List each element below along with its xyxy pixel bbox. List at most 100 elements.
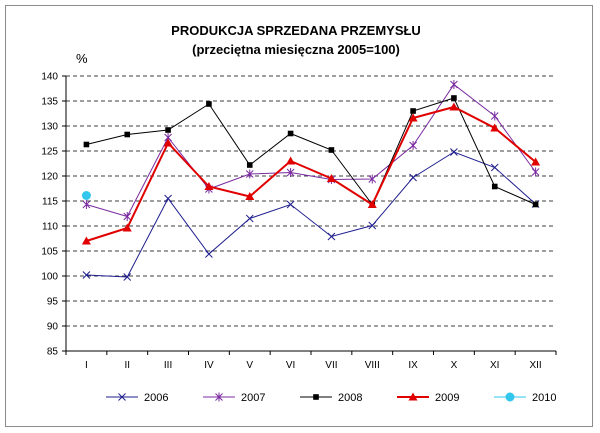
legend-item-2006: 2006	[106, 392, 168, 404]
y-tick-label: 100	[41, 272, 58, 283]
data-point	[450, 80, 458, 89]
data-point	[410, 108, 416, 114]
data-point	[245, 214, 254, 223]
y-tick-label: 105	[41, 247, 58, 258]
y-tick-label: 125	[41, 147, 58, 158]
x-tick-label: XI	[490, 360, 499, 371]
data-point	[408, 113, 418, 122]
data-point	[449, 102, 459, 111]
series-line	[86, 105, 537, 242]
x-tick-label: V	[246, 360, 253, 371]
data-point	[368, 221, 377, 230]
data-point	[82, 200, 91, 209]
y-axis-label: %	[76, 51, 88, 66]
legend-item-2007: 2007	[203, 392, 265, 404]
data-point	[490, 123, 500, 132]
series-2008	[83, 95, 539, 208]
line-chart: PRODUKCJA SPRZEDANA PRZEMYSŁU (przeciętn…	[41, 23, 557, 404]
series-2006	[82, 148, 540, 281]
chart-subtitle: (przeciętna miesięczna 2005=100)	[192, 42, 400, 57]
legend-label: 2010	[532, 392, 556, 404]
y-tick-label: 135	[41, 97, 58, 108]
data-point	[122, 223, 132, 232]
data-point	[532, 201, 539, 208]
data-point	[163, 138, 173, 147]
chart-frame: PRODUKCJA SPRZEDANA PRZEMYSŁU (przeciętn…	[5, 5, 593, 427]
series-line	[86, 83, 536, 218]
data-point	[286, 168, 295, 177]
data-point	[81, 236, 91, 245]
data-point	[409, 173, 417, 182]
x-tick-label: VI	[286, 360, 295, 371]
data-point	[327, 232, 336, 241]
x-tick-label: VII	[325, 360, 337, 371]
x-tick-label: XII	[529, 360, 541, 371]
data-point	[124, 131, 131, 138]
data-point	[123, 212, 132, 221]
legend-label: 2006	[144, 392, 168, 404]
y-tick-label: 110	[42, 222, 58, 233]
data-point	[531, 157, 541, 166]
data-point	[531, 167, 540, 177]
data-point	[206, 101, 212, 107]
data-point	[409, 141, 417, 150]
data-point	[287, 130, 294, 137]
data-point	[123, 273, 132, 281]
y-tick-label: 90	[47, 322, 59, 333]
x-tick-label: X	[451, 360, 458, 371]
x-tick-label: III	[164, 360, 172, 371]
series-line	[86, 97, 536, 206]
data-point	[245, 169, 254, 179]
x-tick-labels: I II III IV V VI VII VIII IX X XI XII	[85, 360, 542, 371]
y-tick-label: 95	[47, 297, 59, 308]
data-point	[81, 191, 91, 200]
data-point	[368, 174, 377, 184]
data-point	[286, 156, 296, 165]
data-point	[286, 200, 295, 209]
data-point	[164, 194, 172, 203]
data-point	[450, 148, 458, 156]
data-point	[491, 183, 498, 190]
axes	[62, 75, 557, 355]
data-point	[490, 163, 499, 172]
y-tick-labels: 85 90 95 100 105 110 115 120 125 130 135 140	[41, 72, 58, 358]
data-point	[326, 174, 336, 182]
data-point	[313, 394, 319, 400]
series-2007	[82, 80, 540, 221]
legend-label: 2008	[338, 392, 362, 404]
data-point	[505, 392, 515, 402]
x-tick-label: VIII	[365, 360, 380, 371]
data-point	[328, 147, 335, 153]
legend-label: 2007	[241, 392, 265, 404]
series-lines	[81, 80, 541, 281]
data-point	[204, 182, 214, 190]
x-tick-label: IX	[408, 360, 418, 371]
y-tick-label: 120	[41, 172, 58, 183]
y-tick-label: 85	[47, 347, 59, 358]
series-2009	[81, 102, 541, 245]
data-point	[408, 392, 418, 401]
y-tick-label: 130	[41, 122, 58, 133]
data-point	[490, 111, 499, 121]
data-point	[367, 200, 377, 208]
data-point	[205, 250, 213, 258]
legend-item-2008: 2008	[300, 392, 362, 404]
legend-label: 2009	[435, 392, 459, 404]
data-point	[165, 127, 171, 133]
data-point	[215, 392, 223, 402]
data-point	[245, 192, 255, 200]
data-point	[451, 95, 457, 101]
x-tick-label: II	[124, 360, 130, 371]
data-point	[118, 393, 126, 401]
series-2010	[81, 191, 91, 200]
legend: 2006 2007 2008 2009 2010	[106, 392, 556, 404]
legend-item-2009: 2009	[397, 392, 459, 404]
x-tick-label: I	[85, 360, 88, 371]
x-tick-label: IV	[204, 360, 214, 371]
y-tick-label: 140	[41, 72, 58, 83]
y-tick-label: 115	[42, 197, 58, 208]
data-point	[82, 271, 91, 279]
data-point	[246, 162, 253, 168]
data-point	[83, 141, 90, 148]
chart-title: PRODUKCJA SPRZEDANA PRZEMYSŁU	[171, 23, 421, 38]
